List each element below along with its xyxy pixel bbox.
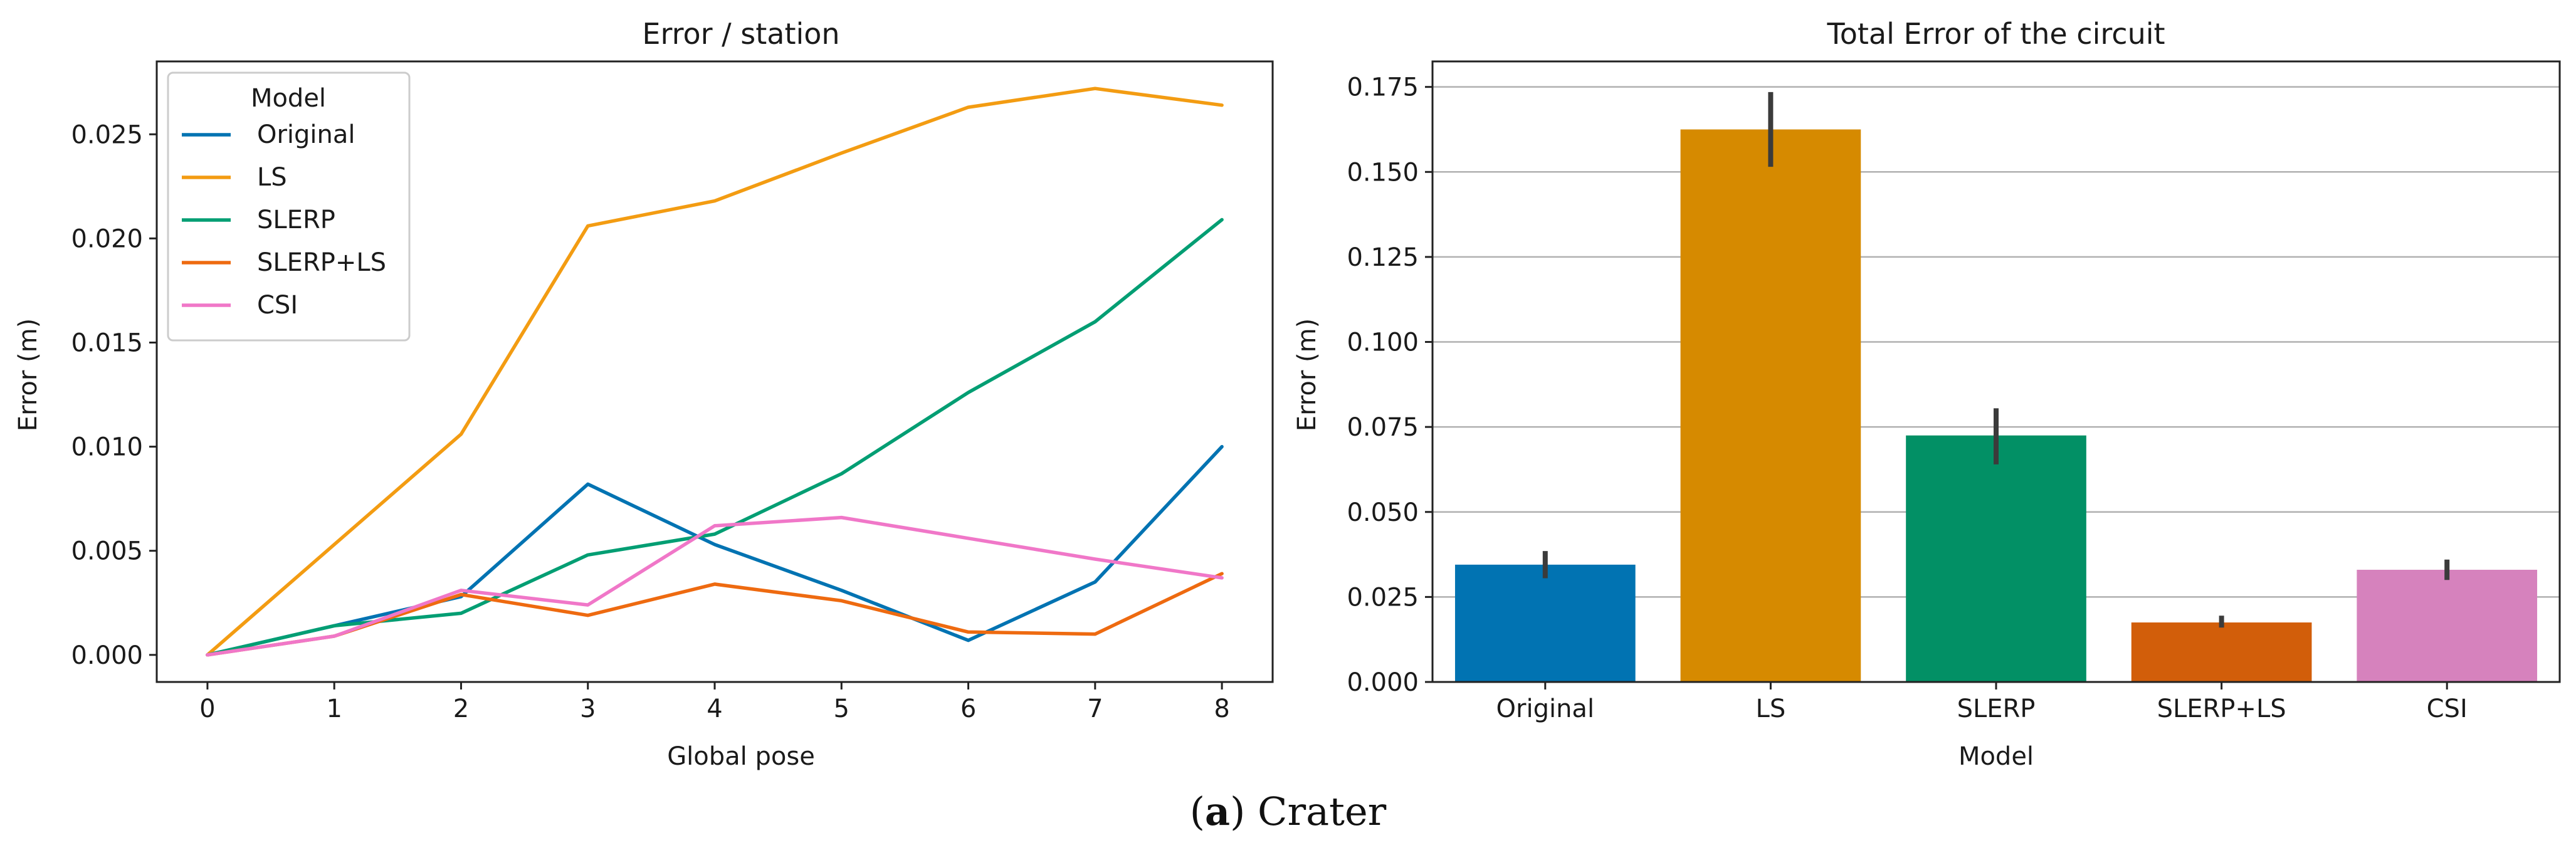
series-line-ls (206, 86, 1224, 657)
bar-ls (1680, 129, 1861, 682)
series-line-slerp-ls (206, 572, 1224, 657)
bar-ytick-label: 0.025 (1347, 583, 1419, 612)
legend-entry-label: Original (257, 120, 355, 149)
line-xtick-label: 1 (326, 695, 342, 723)
line-ytick-label: 0.025 (71, 120, 143, 149)
bar-ytick-label: 0.175 (1347, 73, 1419, 102)
bar-chart: Total Error of the circuit Error (m) Mod… (1293, 17, 2561, 771)
bar-ytick-label: 0.100 (1347, 328, 1419, 357)
line-xtick-label: 8 (1214, 695, 1229, 723)
legend-box (167, 71, 411, 342)
line-chart-legend: Model Original LS SLERP SLERP+LS CSI (167, 71, 411, 342)
caption-text: Crater (1258, 789, 1387, 834)
line-chart-ylabel: Error (m) (14, 318, 43, 431)
line-ytick-label: 0.015 (71, 328, 143, 357)
line-xtick-label: 4 (707, 695, 722, 723)
bar-chart-title: Total Error of the circuit (1826, 17, 2165, 51)
bar-original (1454, 564, 1636, 682)
bar-xtick-label: CSI (2427, 695, 2468, 723)
line-chart-title: Error / station (642, 17, 839, 51)
line-xtick-label: 3 (580, 695, 596, 723)
bar-ytick-label: 0.150 (1347, 158, 1419, 187)
line-xtick-label: 0 (199, 695, 215, 723)
line-chart-axes-frame (155, 60, 1274, 683)
bar-chart-xlabel: Model (1958, 742, 2034, 771)
line-ytick-label: 0.020 (71, 224, 143, 253)
legend-entry-label: SLERP+LS (257, 248, 386, 277)
bar-xtick-label: LS (1756, 695, 1786, 723)
bar-ytick-label: 0.000 (1347, 668, 1419, 697)
line-ytick-label: 0.010 (71, 433, 143, 462)
bar-slerp-ls (2131, 622, 2312, 682)
bar-slerp (1906, 435, 2086, 682)
legend-entry-label: CSI (257, 291, 298, 320)
figure-caption: (a) Crater (1189, 789, 1387, 834)
legend-entry-label: LS (257, 163, 287, 192)
bar-xtick-label: SLERP (1957, 695, 2036, 723)
bar-chart-axes-frame (1431, 60, 2561, 683)
bar-chart-ylabel: Error (m) (1293, 318, 1322, 431)
series-line-original (206, 444, 1224, 657)
line-xtick-label: 5 (834, 695, 849, 723)
bar-xtick-label: SLERP+LS (2157, 695, 2286, 723)
line-chart-xlabel: Global pose (667, 742, 815, 771)
bar-ytick-label: 0.075 (1347, 413, 1419, 442)
line-xtick-label: 6 (960, 695, 976, 723)
line-xtick-label: 2 (453, 695, 469, 723)
line-ytick-label: 0.005 (71, 537, 143, 566)
line-xtick-label: 7 (1087, 695, 1103, 723)
line-chart: Error / station Error (m) Global pose 0.… (14, 17, 1274, 771)
legend-entry-label: SLERP (257, 206, 335, 234)
bar-csi (2357, 569, 2538, 682)
bar-xtick-label: Original (1496, 695, 1595, 723)
bar-ytick-label: 0.050 (1347, 498, 1419, 527)
legend-title: Model (251, 84, 326, 113)
caption-label: a (1204, 789, 1231, 834)
bar-ytick-label: 0.125 (1347, 243, 1419, 272)
series-line-csi (206, 515, 1224, 657)
line-ytick-label: 0.000 (71, 641, 143, 670)
